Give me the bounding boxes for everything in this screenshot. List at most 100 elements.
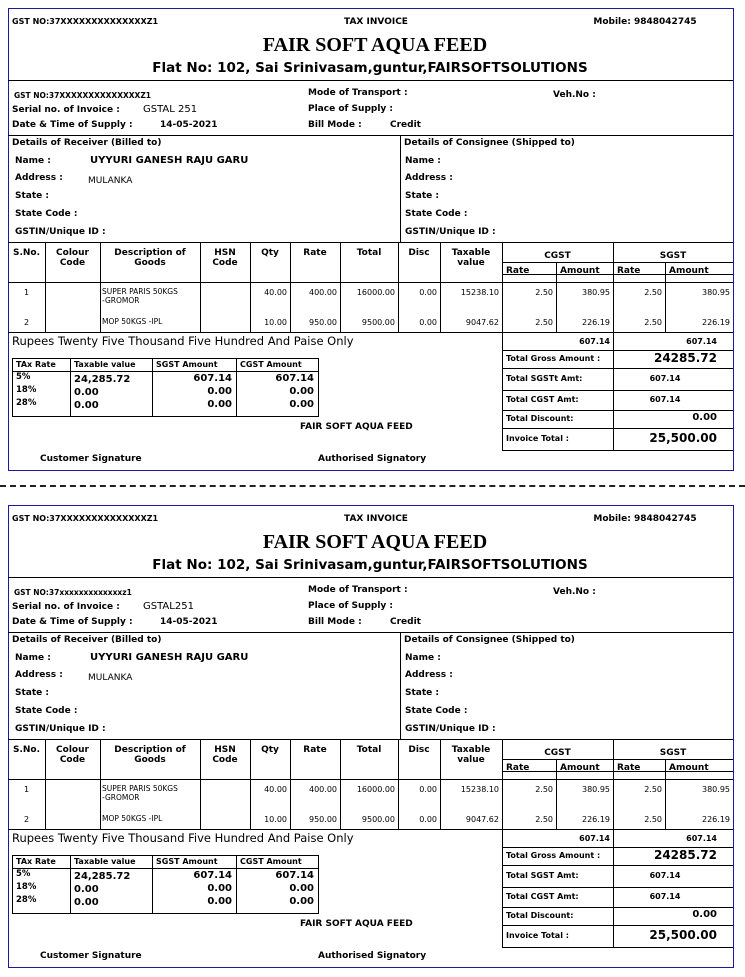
cell: 9047.62 [465,318,499,327]
rule [398,242,399,332]
label: Mode of Transport : [308,88,408,98]
rule [8,632,733,633]
column-header: TAx Rate [16,360,56,369]
column-header: SGST Amount [156,360,218,369]
cell: 0.00 [74,884,99,895]
label: Mode of Transport : [308,585,408,595]
rule [556,759,557,829]
rule [502,262,733,263]
tax-summary [12,358,319,417]
total-label: Total Discount: [506,414,574,423]
cell: 380.95 [582,288,610,297]
signature-label: Authorised Signatory [318,951,427,961]
rule [502,350,733,351]
rule [502,428,733,429]
cell: 226.19 [702,815,730,824]
rule [340,739,341,829]
rule [502,947,733,948]
column-header: SGST Amount [156,857,218,866]
cell: 226.19 [582,318,610,327]
rule [12,371,318,372]
cell: 10.00 [264,815,287,824]
total-value: 607.14 [649,374,681,383]
total-value: 0.00 [692,412,717,423]
column-header: Rate [617,266,641,276]
cell: 2.50 [644,815,662,824]
rule [502,847,733,848]
column-header: Disc [408,248,430,258]
rule [502,759,733,760]
column-header: TAx Rate [16,857,56,866]
total-label: Total Discount: [506,911,574,920]
rule [502,907,733,908]
rule [290,739,291,829]
column-header: HSN Code [212,745,238,766]
cell: 0.00 [207,896,232,907]
cell: 0.00 [74,387,99,398]
label: Address : [405,670,453,680]
cell: 18% [16,882,37,892]
column-header: Description of Goods [114,248,186,269]
cell: 0.00 [419,815,437,824]
invoice-box [8,8,734,471]
gst-no: GST NO:37XXXXXXXXXXXXXXZ1 [14,91,151,100]
cell: 9047.62 [465,815,499,824]
rule [152,358,153,416]
rule [502,368,733,369]
signature-label: Customer Signature [40,454,142,464]
label: GSTIN/Unique ID : [405,724,496,734]
cell: 10.00 [264,318,287,327]
rule [290,242,291,332]
cell: 0.00 [289,399,314,410]
customer-name: UYYURI GANESH RAJU GARU [90,155,249,166]
rule [8,135,733,136]
cell: 15238.10 [460,785,499,794]
column-header: Description of Goods [114,745,186,766]
rule [8,779,733,780]
rule [250,739,251,829]
rule [502,450,733,451]
column-header: Disc [408,745,430,755]
cell: 28% [16,398,37,408]
total-value: 607.14 [649,892,681,901]
cell: 0.00 [419,785,437,794]
label: GSTIN/Unique ID : [15,724,106,734]
rule [665,759,666,829]
mobile: Mobile: 9848042745 [593,514,697,524]
rule [613,829,614,947]
column-header: Qty [261,248,279,258]
cell: 2.50 [535,318,553,327]
cell: 380.95 [582,785,610,794]
rule [236,855,237,913]
column-header: Total [356,745,382,755]
total-label: Total Gross Amount : [506,851,601,860]
cell: 607.14 [275,870,314,881]
cell: 0.00 [289,386,314,397]
cell: SUPER PARIS 50KGS -GROMOR [102,287,178,305]
label: Bill Mode : [308,617,362,627]
label: State Code : [15,209,78,219]
rule [398,739,399,829]
cell: 16000.00 [356,785,395,794]
rule [613,242,614,332]
label: Veh.No : [553,90,596,100]
total-value: 25,500.00 [649,431,717,445]
rule [152,855,153,913]
rule [250,242,251,332]
rule [200,242,201,332]
label: Bill Mode : [308,120,362,130]
rule [100,242,101,332]
cell: 400.00 [309,785,337,794]
company-address: Flat No: 102, Sai Srinivasam,guntur,FAIR… [152,557,588,573]
label: State : [405,191,439,201]
column-header: Rate [617,763,641,773]
cgst-total: 607.14 [579,834,610,843]
mobile: Mobile: 9848042745 [593,17,697,27]
total-label: Invoice Total : [506,434,569,443]
address: MULANKA [88,673,133,683]
cell: 0.00 [419,288,437,297]
cell: 0.00 [207,883,232,894]
cell: 1 [23,785,30,794]
total-value: 607.14 [649,871,681,880]
total-value: 24285.72 [653,848,717,862]
